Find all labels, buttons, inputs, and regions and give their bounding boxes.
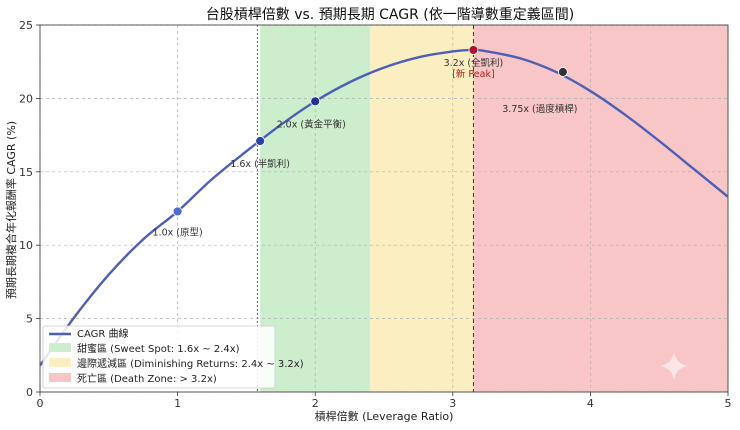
legend-swatch-zone [49, 358, 71, 367]
series-line-cagr [39, 48, 729, 367]
marker-label: 3.2x (全凱利) [444, 57, 504, 69]
marker-point [468, 45, 479, 55]
legend-entry: 甜蜜區 (Sweet Spot: 1.6x ~ 2.4x) [77, 342, 240, 355]
marker-label: 1.0x (原型) [153, 227, 203, 238]
y-tick-label: 5 [26, 313, 33, 326]
series-lines [39, 48, 729, 367]
marker-label: 1.6x (半凱利) [230, 158, 290, 170]
y-tick-label: 15 [19, 166, 33, 179]
annotations: 1.0x (原型) 1.6x (半凱利) 2.0x (黃金平衡) 3.2x (全凱利)… [153, 57, 578, 238]
legend-entry: 邊際遞減區 (Diminishing Returns: 2.4x ~ 3.2x) [77, 357, 304, 370]
zone-band-3 [473, 25, 728, 392]
zone-bands [256, 25, 728, 392]
zone-band-2 [370, 25, 474, 392]
legend-swatch-zone [49, 373, 71, 382]
legend-entry: CAGR 曲線 [77, 327, 129, 340]
sparkle-icon [660, 352, 688, 380]
marker-sublabel: [新 Peak] [452, 68, 495, 80]
y-tick-label: 10 [19, 239, 33, 252]
chart-title: 台股槓桿倍數 vs. 預期長期 CAGR (依一階導數重定義區間) [206, 6, 574, 23]
y-tick-label: 0 [26, 386, 33, 399]
marker-point [255, 136, 266, 146]
x-tick-label: 2 [312, 397, 319, 410]
x-tick-label: 1 [174, 397, 181, 410]
marker-label: 3.75x (過度槓桿) [502, 103, 577, 115]
legend-box [42, 325, 276, 389]
marker-label: 2.0x (黃金平衡) [277, 118, 346, 130]
x-tick-label: 5 [725, 397, 732, 410]
x-axis-label: 槓桿倍數 (Leverage Ratio) [315, 409, 454, 423]
legend-entry: 死亡區 (Death Zone: > 3.2x) [77, 372, 217, 385]
y-tick-label: 25 [19, 19, 33, 32]
axes: 0 1 2 3 4 5 0 5 10 15 20 25 [19, 19, 732, 410]
marker-point [310, 96, 321, 107]
marker-point [172, 206, 183, 217]
legend-swatch-zone [49, 343, 71, 352]
x-tick-label: 4 [587, 397, 594, 410]
x-tick-label: 0 [37, 397, 44, 410]
y-axis-label: 預期長期複合年化報酬率 CAGR (%) [4, 121, 18, 299]
plot-frame [39, 24, 729, 393]
markers [172, 45, 568, 217]
y-tick-label: 20 [19, 92, 33, 105]
x-tick-label: 3 [449, 397, 456, 410]
marker-point [557, 67, 568, 77]
